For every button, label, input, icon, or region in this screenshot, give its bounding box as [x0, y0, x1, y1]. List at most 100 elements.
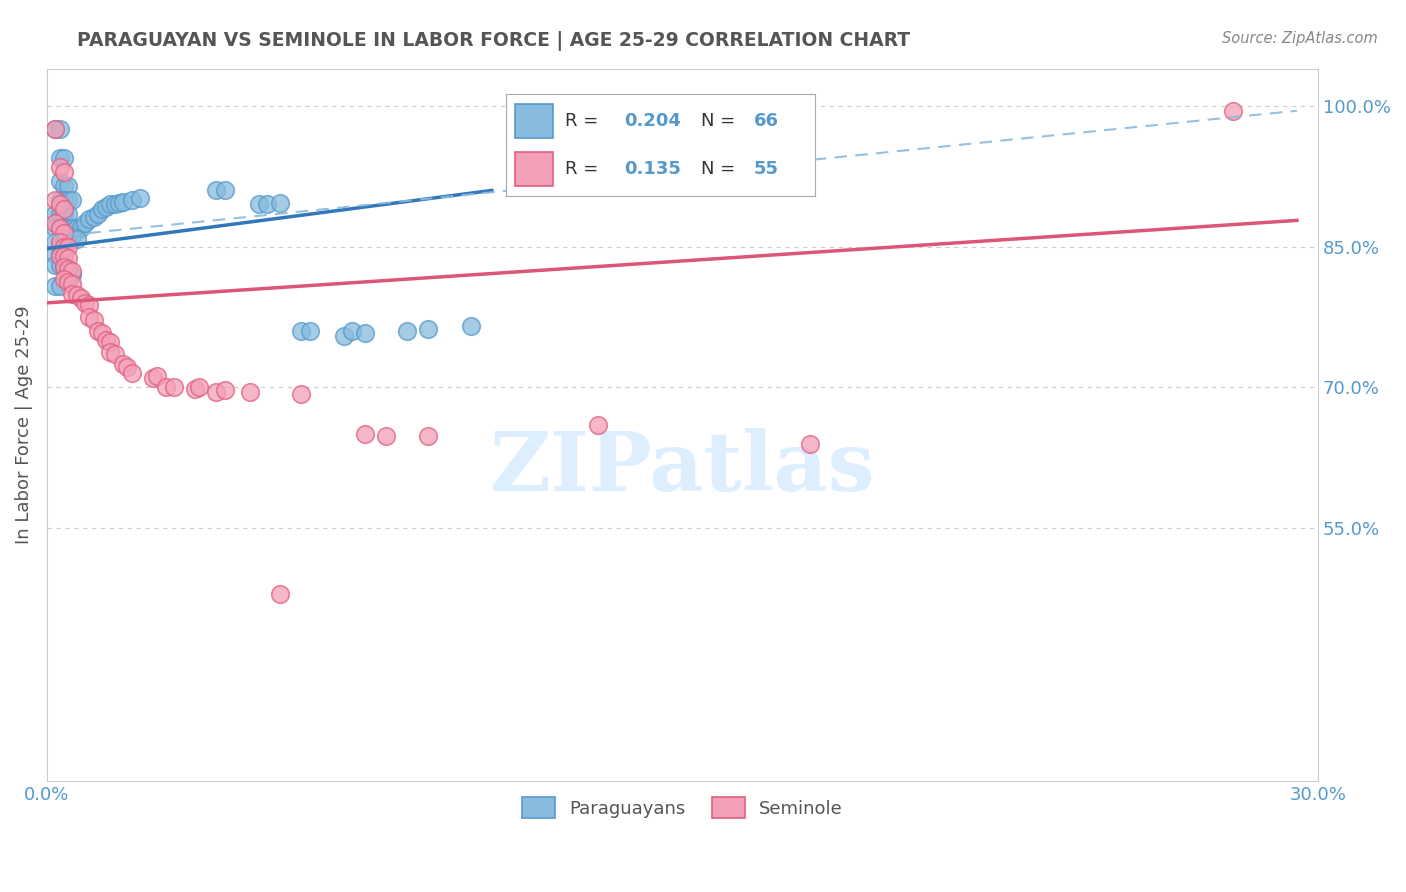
Point: [129, 191, 152, 205]
Point: [56, 193, 79, 207]
Point: [52, 220, 75, 235]
Point: [48, 151, 70, 165]
Point: [52, 207, 75, 221]
Point: [418, 429, 440, 443]
Text: 0.204: 0.204: [624, 112, 681, 130]
Point: [205, 183, 228, 197]
Point: [460, 319, 482, 334]
Point: [52, 226, 75, 240]
Point: [52, 247, 75, 261]
Point: [52, 202, 75, 216]
Text: R =: R =: [565, 160, 605, 178]
Text: 66: 66: [754, 112, 779, 130]
Point: [48, 122, 70, 136]
Point: [586, 417, 609, 432]
Point: [214, 383, 236, 397]
Y-axis label: In Labor Force | Age 25-29: In Labor Force | Age 25-29: [15, 305, 32, 544]
Point: [91, 326, 114, 340]
Text: Source: ZipAtlas.com: Source: ZipAtlas.com: [1222, 31, 1378, 46]
Point: [56, 251, 79, 265]
Point: [56, 268, 79, 282]
Point: [96, 334, 118, 348]
Point: [56, 220, 79, 235]
Point: [77, 310, 100, 324]
Point: [52, 178, 75, 193]
Point: [799, 436, 821, 450]
Text: N =: N =: [702, 112, 741, 130]
Point: [44, 220, 66, 235]
Point: [48, 279, 70, 293]
Point: [184, 382, 207, 396]
Point: [56, 178, 79, 193]
Point: [52, 164, 75, 178]
Point: [100, 344, 122, 359]
Point: [44, 122, 66, 136]
Point: [44, 193, 66, 207]
FancyBboxPatch shape: [516, 104, 553, 137]
Point: [44, 247, 66, 261]
Point: [48, 247, 70, 261]
Point: [396, 324, 419, 338]
Point: [52, 235, 75, 249]
Point: [239, 384, 262, 399]
Point: [44, 235, 66, 249]
FancyBboxPatch shape: [516, 153, 553, 186]
Point: [65, 232, 87, 246]
Point: [52, 272, 75, 286]
Point: [60, 230, 83, 244]
Point: [48, 249, 70, 263]
Point: [56, 275, 79, 289]
Point: [52, 193, 75, 207]
Point: [121, 193, 143, 207]
Point: [87, 324, 110, 338]
Point: [247, 197, 270, 211]
Point: [69, 220, 91, 235]
Point: [87, 207, 110, 221]
Point: [56, 235, 79, 249]
Point: [117, 359, 139, 374]
Point: [52, 240, 75, 254]
Point: [73, 296, 96, 310]
Point: [48, 259, 70, 273]
Point: [48, 160, 70, 174]
Point: [96, 200, 118, 214]
Point: [112, 357, 135, 371]
Text: N =: N =: [702, 160, 741, 178]
Point: [56, 262, 79, 277]
Point: [48, 235, 70, 249]
Point: [214, 183, 236, 197]
Point: [77, 211, 100, 226]
Point: [1222, 103, 1244, 118]
Point: [48, 220, 70, 235]
Point: [91, 202, 114, 216]
Point: [56, 240, 79, 254]
Point: [60, 264, 83, 278]
Point: [52, 259, 75, 273]
Point: [52, 260, 75, 275]
Point: [269, 195, 291, 210]
Point: [48, 207, 70, 221]
Point: [121, 366, 143, 380]
Point: [146, 369, 169, 384]
Point: [83, 312, 105, 326]
Point: [48, 197, 70, 211]
Point: [112, 194, 135, 209]
Point: [60, 193, 83, 207]
Point: [48, 193, 70, 207]
Text: 55: 55: [754, 160, 779, 178]
Text: R =: R =: [565, 112, 605, 130]
Point: [374, 429, 396, 443]
Point: [290, 387, 312, 401]
Point: [65, 288, 87, 302]
Point: [60, 220, 83, 235]
Point: [44, 207, 66, 221]
Point: [60, 277, 83, 292]
Point: [290, 324, 312, 338]
Point: [269, 586, 291, 600]
Point: [69, 291, 91, 305]
Point: [340, 324, 363, 338]
Point: [65, 220, 87, 235]
Text: ZIPatlas: ZIPatlas: [489, 427, 876, 508]
Point: [56, 207, 79, 221]
Point: [353, 326, 375, 340]
